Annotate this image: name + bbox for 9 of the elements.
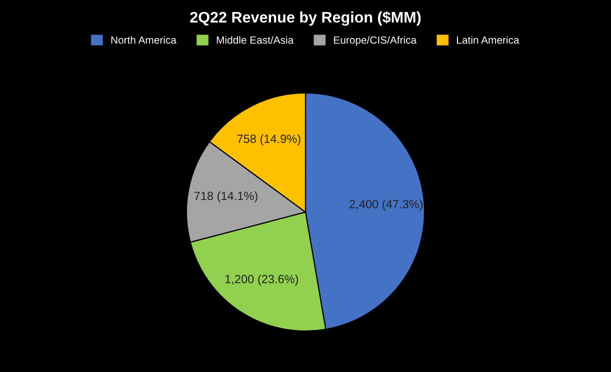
legend-label: North America bbox=[111, 36, 176, 44]
chart-title: 2Q22 Revenue by Region ($MM) bbox=[190, 11, 421, 26]
data-label: 1,200 (23.6%) bbox=[226, 274, 298, 286]
legend-label: Europe/CIS/Africa bbox=[334, 36, 417, 46]
data-label: 718 (14.1%) bbox=[194, 191, 258, 202]
legend-label: Latin America bbox=[457, 36, 520, 44]
data-label: 758 (14.9%) bbox=[237, 134, 300, 146]
legend-label: Middle East/Asia bbox=[216, 36, 294, 44]
data-label: 2,400 (47.3%) bbox=[350, 200, 422, 211]
